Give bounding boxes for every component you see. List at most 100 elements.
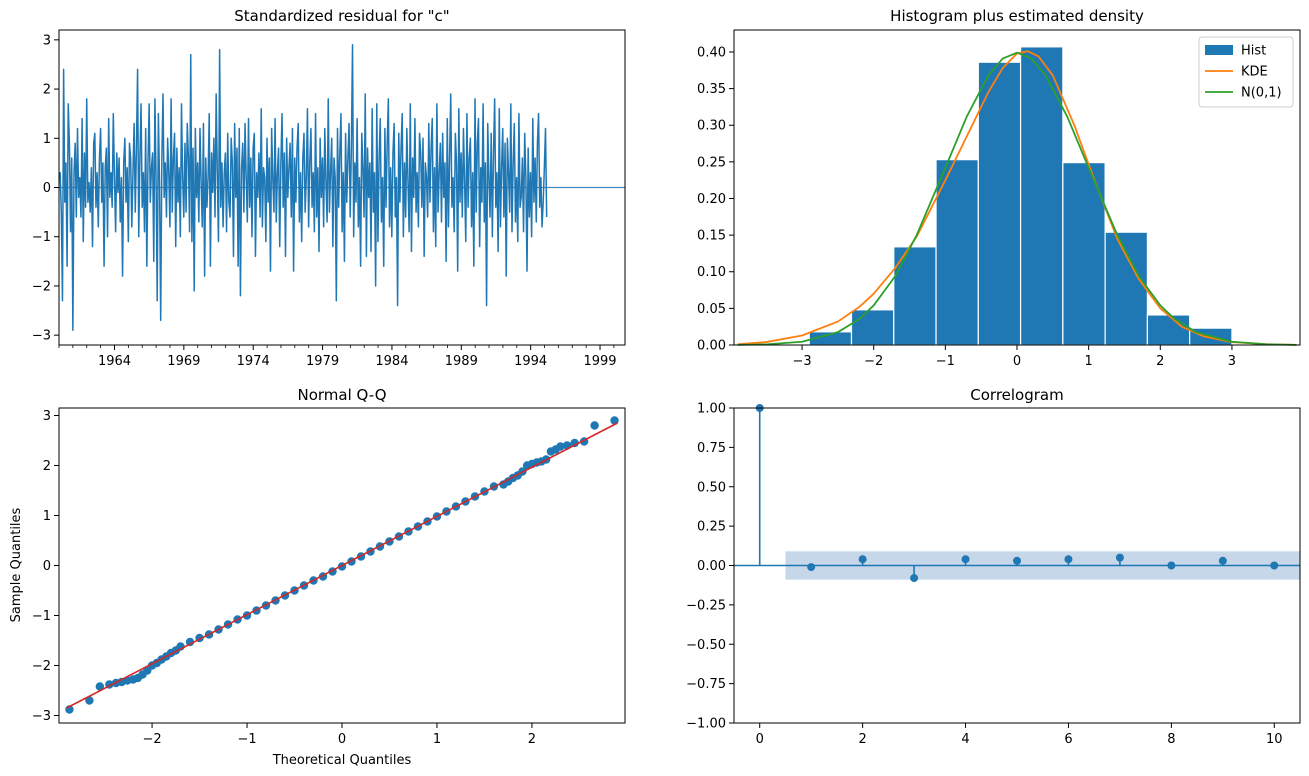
histogram-bar <box>1146 314 1191 346</box>
correlogram-ytick-label: 0.00 <box>697 559 726 574</box>
qq-ytick-label: −2 <box>32 659 51 674</box>
residual-title: Standardized residual for "c" <box>234 7 449 25</box>
correlogram-xtick-label: 8 <box>1167 732 1175 747</box>
acf-marker <box>1115 553 1124 562</box>
qq-ytick-label: −1 <box>32 609 51 624</box>
correlogram-xtick-label: 4 <box>961 732 969 747</box>
density-line-n01 <box>737 51 1297 346</box>
histogram-ytick-label: 0.30 <box>697 119 726 134</box>
histogram-xtick-label: 3 <box>1228 354 1236 369</box>
qq-point <box>570 438 579 448</box>
density-line-kde <box>737 50 1297 346</box>
histogram-bar <box>1104 231 1148 346</box>
acf-marker <box>1218 556 1227 565</box>
residual-ytick-label: −2 <box>32 279 51 294</box>
acf-marker <box>807 563 816 572</box>
histogram-bar <box>935 159 979 346</box>
residual-xtick-label: 1964 <box>98 354 131 369</box>
qq-ytick-label: 0 <box>43 559 51 574</box>
qq-panel: Normal Q-Q Theoretical Quantiles Sample … <box>9 386 626 768</box>
qq-ytick-label: −3 <box>32 709 51 724</box>
residual-xtick-label: 1974 <box>237 354 270 369</box>
residual-ytick-label: −3 <box>32 329 51 344</box>
histogram-bar <box>977 61 1022 346</box>
acf-marker <box>1064 555 1073 564</box>
correlogram-ytick-label: 1.00 <box>697 402 726 417</box>
qq-ytick-label: 3 <box>43 409 51 424</box>
correlogram-ytick-label: 0.50 <box>697 480 726 495</box>
qq-ytick-label: 2 <box>43 459 51 474</box>
histogram-xtick-label: 1 <box>1085 354 1093 369</box>
acf-marker <box>858 555 867 564</box>
correlogram-ytick-label: −1.00 <box>686 717 726 732</box>
qq-point <box>590 421 599 430</box>
histogram-ytick-label: 0.10 <box>697 265 726 280</box>
qq-xlabel: Theoretical Quantiles <box>272 753 412 768</box>
histogram-xtick-label: 0 <box>1013 354 1021 369</box>
residual-ytick-label: 2 <box>43 83 51 98</box>
residual-ytick-label: 1 <box>43 132 51 147</box>
correlogram-panel: Correlogram 0 2 4 6 8 10 −1.00 −0.75 −0.50 −0.25 0… <box>686 386 1301 747</box>
histogram-ytick-label: 0.35 <box>697 82 726 97</box>
residual-xtick-label: 1999 <box>583 354 616 369</box>
qq-xtick-label: −2 <box>142 732 161 747</box>
residual-panel: Standardized residual for "c" 1964 1969 19… <box>32 7 626 369</box>
histogram-ytick-label: 0.20 <box>697 192 726 207</box>
histogram-ytick-label: 0.25 <box>697 155 726 170</box>
residual-xtick-label: 1979 <box>306 354 339 369</box>
qq-point <box>185 637 195 647</box>
correlogram-ytick-label: −0.75 <box>686 677 726 692</box>
legend-label: N(0,1) <box>1241 86 1282 101</box>
acf-marker <box>1167 561 1176 570</box>
histogram-panel: Histogram plus estimated density −3 −2 −1 0… <box>697 7 1301 369</box>
residual-ytick-label: 3 <box>43 33 51 48</box>
histogram-ytick-label: 0.15 <box>697 229 726 244</box>
histogram-xtick-label: 2 <box>1156 354 1164 369</box>
residual-ytick-label: 0 <box>43 181 51 196</box>
qq-point <box>556 442 565 451</box>
legend-label: KDE <box>1241 65 1268 80</box>
correlogram-xtick-label: 10 <box>1266 732 1283 747</box>
histogram-bar <box>850 309 895 346</box>
residual-xtick-label: 1984 <box>375 354 408 369</box>
correlogram-xtick-label: 6 <box>1064 732 1072 747</box>
histogram-title: Histogram plus estimated density <box>890 7 1144 25</box>
legend-swatch-hist <box>1205 45 1233 55</box>
histogram-xtick-label: −3 <box>792 354 811 369</box>
qq-ytick-label: 1 <box>43 509 51 524</box>
qq-xtick-label: 1 <box>433 732 441 747</box>
histogram-ytick-label: 0.05 <box>697 302 726 317</box>
qq-point <box>95 682 105 691</box>
qq-reference-line <box>66 422 618 709</box>
correlogram-ytick-label: 0.75 <box>697 441 726 456</box>
qq-ylabel: Sample Quantiles <box>9 507 24 622</box>
histogram-ytick-label: 0.40 <box>697 45 726 60</box>
correlogram-ytick-label: −0.25 <box>686 598 726 613</box>
acf-marker <box>961 555 970 564</box>
qq-xtick-label: −1 <box>237 732 256 747</box>
residual-series-line <box>58 44 548 331</box>
acf-marker <box>910 574 919 583</box>
correlogram-xtick-label: 0 <box>756 732 764 747</box>
correlogram-xtick-label: 2 <box>858 732 866 747</box>
legend-label: Hist <box>1241 44 1266 59</box>
residual-xtick-label: 1969 <box>167 354 200 369</box>
qq-point <box>85 696 94 705</box>
qq-xtick-label: 2 <box>528 732 536 747</box>
qq-title: Normal Q-Q <box>297 386 386 404</box>
histogram-frame <box>733 29 1301 346</box>
histogram-ytick-label: 0.00 <box>697 339 726 354</box>
histogram-xtick-label: −1 <box>936 354 955 369</box>
acf-marker <box>1013 556 1021 565</box>
residual-frame <box>58 29 626 346</box>
histogram-bar <box>1019 46 1064 346</box>
correlogram-ytick-label: −0.50 <box>686 638 726 653</box>
qq-frame <box>58 407 626 724</box>
acf-marker <box>1270 561 1279 570</box>
residual-ytick-label: −1 <box>32 230 51 245</box>
residual-xtick-label: 1989 <box>445 354 478 369</box>
correlogram-title: Correlogram <box>970 386 1063 404</box>
qq-xtick-label: 0 <box>338 732 346 747</box>
